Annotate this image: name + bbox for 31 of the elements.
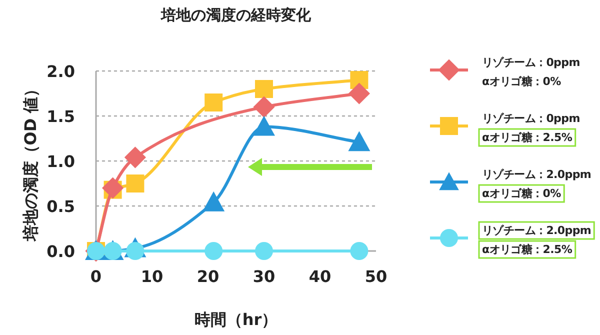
- y-tick-label: 0.0: [46, 242, 75, 261]
- point: [204, 242, 223, 260]
- x-tick-label: 10: [140, 267, 164, 286]
- x-tick-label: 30: [252, 267, 276, 286]
- y-tick-label: 1.5: [46, 107, 75, 126]
- point: [348, 131, 370, 152]
- point: [204, 94, 223, 112]
- chart-title: 培地の濁度の経時変化: [160, 6, 312, 24]
- point: [253, 116, 275, 136]
- legend-label: リゾチーム：0ppm αオリゴ糖：2.5%: [482, 112, 580, 144]
- x-tick-label: 0: [90, 267, 102, 286]
- point: [253, 96, 275, 118]
- point: [126, 174, 144, 192]
- point: [255, 80, 273, 98]
- x-tick-label: 40: [308, 267, 332, 286]
- legend-label: リゾチーム：0ppm αオリゴ糖：0%: [482, 56, 580, 88]
- point: [255, 242, 273, 260]
- x-tick-label: 50: [364, 267, 388, 286]
- x-tick-label: 20: [196, 267, 220, 286]
- point: [202, 191, 225, 212]
- y-tick-label: 0.5: [46, 197, 75, 216]
- point: [102, 177, 124, 199]
- point: [350, 242, 368, 260]
- point: [348, 82, 370, 104]
- legend-label: リゾチーム：2.0ppm αオリゴ糖：0%: [482, 168, 592, 200]
- y-tick-label: 2.0: [46, 62, 75, 81]
- y-tick-label: 1.0: [46, 152, 75, 171]
- x-axis-title: 時間（hr）: [194, 310, 278, 329]
- y-axis-title: 培地の濁度（OD 値）: [21, 80, 40, 242]
- legend-label: リゾチーム：2.0ppm αオリゴ糖：2.5%: [482, 224, 592, 256]
- point: [124, 146, 146, 168]
